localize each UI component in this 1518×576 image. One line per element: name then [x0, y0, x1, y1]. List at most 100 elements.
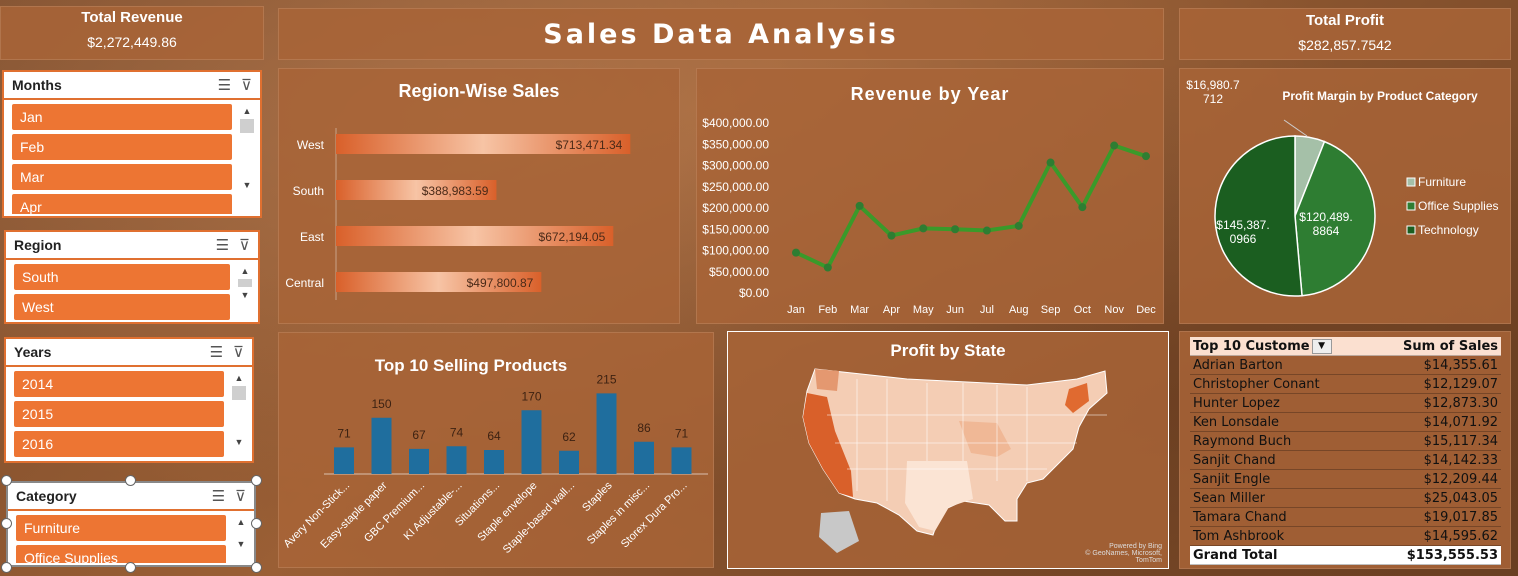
- clear-filter-icon[interactable]: ⊽: [239, 237, 250, 254]
- scroll-down-icon[interactable]: ▼: [236, 539, 246, 549]
- product-bar: [484, 450, 504, 474]
- clear-filter-icon[interactable]: ⊽: [241, 77, 252, 94]
- total-revenue-title: Total Revenue: [81, 9, 183, 26]
- slicer-months-scrollbar[interactable]: ▲ ▼: [240, 106, 254, 190]
- slicer-years[interactable]: Years ☰ ⊽ 2014 2015 2016 ▲ ▼: [4, 337, 254, 463]
- california-region: [803, 393, 853, 497]
- revenue-xtick: May: [913, 304, 934, 316]
- scroll-up-icon[interactable]: ▲: [236, 517, 246, 527]
- slicer-region-scrollbar[interactable]: ▲ ▼: [238, 266, 252, 300]
- resize-handle[interactable]: [1, 562, 12, 573]
- slicer-item-2014[interactable]: 2014: [14, 371, 224, 397]
- revenue-ytick: $350,000.00: [702, 137, 769, 151]
- slicer-category-scrollbar[interactable]: ▲ ▼: [234, 517, 248, 549]
- clear-filter-icon[interactable]: ⊽: [233, 344, 244, 361]
- product-bar: [446, 446, 467, 474]
- slicer-category[interactable]: Category ☰ ⊽ Furniture Office Supplies ▲…: [6, 481, 256, 567]
- filter-dropdown-icon[interactable]: ▼: [1311, 339, 1332, 354]
- legend-swatch: [1406, 201, 1416, 211]
- multi-select-icon[interactable]: ☰: [217, 77, 232, 94]
- revenue-xtick: Aug: [1009, 304, 1029, 316]
- revenue-ytick: $100,000.00: [702, 244, 769, 258]
- scroll-thumb[interactable]: [238, 279, 252, 287]
- clear-filter-icon[interactable]: ⊽: [235, 488, 246, 505]
- table-row: Hunter Lopez $12,873.30: [1190, 394, 1501, 413]
- region-label: West: [297, 138, 325, 152]
- revenue-xtick: Jun: [946, 304, 964, 316]
- slicer-item-feb[interactable]: Feb: [12, 134, 232, 160]
- multi-select-icon[interactable]: ☰: [211, 488, 226, 505]
- scroll-up-icon[interactable]: ▲: [242, 106, 252, 116]
- product-value-label: 62: [562, 430, 576, 444]
- scroll-down-icon[interactable]: ▼: [234, 437, 244, 447]
- products-title: Top 10 Selling Products: [374, 356, 568, 375]
- multi-select-icon[interactable]: ☰: [209, 344, 224, 361]
- resize-handle[interactable]: [251, 475, 262, 486]
- map-attribution: Powered by Bing © GeoNames, Microsoft, T…: [1080, 543, 1162, 564]
- table-header: Top 10 Custome ▼ Sum of Sales: [1190, 337, 1501, 356]
- pie-leader-line: [1283, 119, 1308, 137]
- slicer-months-header: Months ☰ ⊽: [4, 72, 260, 100]
- slicer-region[interactable]: Region ☰ ⊽ South West ▲ ▼: [4, 230, 260, 324]
- slicer-item-apr[interactable]: Apr: [12, 194, 232, 214]
- revenue-point: [1078, 203, 1087, 212]
- slicer-item-2015[interactable]: 2015: [14, 401, 224, 427]
- customer-name: Tom Ashbrook: [1193, 529, 1285, 544]
- slicer-months[interactable]: Months ☰ ⊽ Jan Feb Mar Apr ▲ ▼: [2, 70, 262, 218]
- resize-handle[interactable]: [125, 475, 136, 486]
- product-bar: [671, 447, 692, 474]
- revenue-ytick: $400,000.00: [702, 116, 769, 130]
- slicer-years-scrollbar[interactable]: ▲ ▼: [232, 373, 246, 447]
- customer-sales: $14,355.61: [1423, 358, 1498, 373]
- customer-name: Adrian Barton: [1193, 358, 1283, 373]
- customer-name: Hunter Lopez: [1193, 396, 1280, 411]
- scroll-up-icon[interactable]: ▲: [234, 373, 244, 383]
- slicer-item-office-supplies[interactable]: Office Supplies: [16, 545, 226, 563]
- scroll-down-icon[interactable]: ▼: [240, 290, 250, 300]
- legend-swatch: [1406, 225, 1416, 235]
- revenue-point: [1014, 221, 1023, 230]
- scroll-thumb[interactable]: [232, 386, 246, 400]
- revenue-ytick: $150,000.00: [702, 222, 769, 236]
- slicer-item-jan[interactable]: Jan: [12, 104, 232, 130]
- resize-handle[interactable]: [125, 562, 136, 573]
- region-sales-chart: West $713,471.34 South $388,983.59 East $672,…: [285, 128, 631, 300]
- state-title: Profit by State: [890, 341, 1006, 360]
- multi-select-icon[interactable]: ☰: [215, 237, 230, 254]
- legend-label: Office Supplies: [1418, 199, 1499, 213]
- pie-slice: [1294, 140, 1376, 297]
- customer-sales: $25,043.05: [1423, 491, 1498, 506]
- header-customer[interactable]: Top 10 Custome ▼: [1193, 337, 1332, 355]
- table-row: Raymond Buch $15,117.34: [1190, 432, 1501, 451]
- revenue-chart: $0.00 $50,000.00 $100,000.00 $150,000.00 $20…: [702, 116, 1156, 316]
- product-value-label: 150: [371, 397, 391, 411]
- region-bar: [336, 272, 542, 292]
- legend-swatch: [1406, 177, 1416, 187]
- scroll-up-icon[interactable]: ▲: [240, 266, 250, 276]
- slicer-item-furniture[interactable]: Furniture: [16, 515, 226, 541]
- us-map-shape: [802, 368, 1108, 536]
- product-category-label: Easy-staple paper: [318, 479, 389, 550]
- resize-handle[interactable]: [251, 518, 262, 529]
- attribution-copyright: © GeoNames, Microsoft, TomTom: [1085, 550, 1162, 564]
- scroll-thumb[interactable]: [240, 119, 254, 133]
- slicer-item-mar[interactable]: Mar: [12, 164, 232, 190]
- revenue-point: [1142, 152, 1150, 161]
- scroll-down-icon[interactable]: ▼: [242, 180, 252, 190]
- slicer-item-south[interactable]: South: [14, 264, 230, 290]
- table-row: Sanjit Chand $14,142.33: [1190, 451, 1501, 470]
- revenue-xtick: Feb: [818, 304, 837, 316]
- attribution-powered: Powered by Bing: [1109, 543, 1162, 550]
- resize-handle[interactable]: [1, 475, 12, 486]
- table-row: Sanjit Engle $12,209.44: [1190, 470, 1501, 489]
- revenue-xtick: Nov: [1104, 304, 1124, 316]
- slicer-region-title: Region: [14, 237, 62, 253]
- revenue-xtick: Jan: [787, 304, 805, 316]
- pie-data-label: $16,980.7: [1186, 78, 1240, 92]
- resize-handle[interactable]: [251, 562, 262, 573]
- slicer-item-2016[interactable]: 2016: [14, 431, 224, 457]
- table-row: Ken Lonsdale $14,071.92: [1190, 413, 1501, 432]
- slicer-item-west[interactable]: West: [14, 294, 230, 320]
- resize-handle[interactable]: [1, 518, 12, 529]
- revenue-xtick: Mar: [850, 304, 869, 316]
